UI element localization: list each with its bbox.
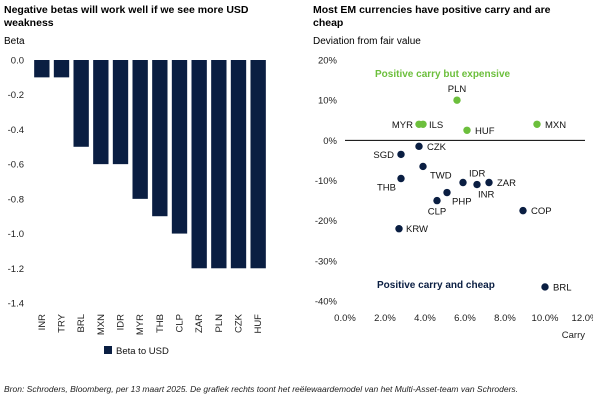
- left-y-tick-label: -0.2: [8, 90, 24, 101]
- left-x-tick-label: HUF: [253, 314, 264, 334]
- point-php: [443, 188, 451, 197]
- right-x-axis-label: Carry: [562, 330, 585, 341]
- bar-pln: [211, 60, 227, 269]
- bar-try: [53, 60, 70, 78]
- right-x-tick-label: 2.0%: [374, 313, 396, 324]
- point-label-idr: IDR: [469, 169, 486, 180]
- left-chart-title: Negative betas will work well if we see …: [4, 4, 249, 29]
- point-label-twd: TWD: [430, 170, 452, 181]
- left-x-tick-label: THB: [155, 314, 166, 333]
- legend-swatch: [104, 346, 112, 354]
- right-x-tick-label: 4.0%: [414, 313, 436, 324]
- point-brl: [541, 283, 549, 291]
- charts-canvas: 0.0 -0.2 -0.4 -0.6 -0.8 -1.0 -1.2 -1.4 INR TRY BRL…: [8, 56, 593, 358]
- point-ils: [419, 120, 427, 128]
- point-sgd: [397, 150, 405, 159]
- point-label-inr: INR: [478, 190, 495, 201]
- right-x-tick-label: 10.0%: [532, 313, 559, 324]
- left-x-tick-label: CLP: [175, 314, 186, 332]
- point-label-ils: ILS: [429, 120, 443, 131]
- left-y-tick-label: -0.4: [8, 125, 24, 136]
- left-x-tick-label: TRY: [57, 313, 68, 332]
- legend-label: Beta to USD: [116, 346, 169, 357]
- point-label-pln: PLN: [448, 84, 467, 95]
- right-y-tick-label: -40%: [315, 297, 338, 308]
- point-label-brl: BRL: [553, 282, 571, 293]
- point-label-czk: CZK: [427, 142, 447, 153]
- point-label-thb: THB: [377, 182, 396, 193]
- point-label-huf: HUF: [475, 126, 495, 137]
- left-x-tick-label: INR: [37, 314, 48, 331]
- point-label-sgd: SGD: [373, 150, 394, 161]
- left-y-tick-label: -1.2: [8, 264, 24, 275]
- left-y-tick-label: -0.6: [8, 160, 24, 171]
- bar-mxn: [93, 60, 109, 165]
- point-cop: [519, 206, 527, 215]
- right-y-axis-label: Deviation from fair value: [313, 36, 421, 47]
- bar-zar: [191, 60, 207, 269]
- left-x-tick-label: CZK: [234, 313, 245, 333]
- source-note: Bron: Schroders, Bloomberg, per 13 maart…: [4, 384, 519, 394]
- bar-czk: [230, 60, 247, 269]
- annotation-expensive: Positive carry but expensive: [375, 69, 511, 80]
- point-inr: [473, 180, 481, 189]
- left-x-tick-label: BRL: [76, 314, 87, 332]
- right-y-tick-label: 0%: [323, 136, 337, 147]
- point-zar: [485, 178, 493, 187]
- point-label-clp: CLP: [428, 207, 446, 218]
- right-y-tick-label: 20%: [318, 56, 338, 67]
- point-czk: [415, 142, 423, 151]
- bar-clp: [171, 60, 188, 234]
- right-x-tick-label: 8.0%: [494, 313, 516, 324]
- right-x-tick-label: 6.0%: [454, 313, 476, 324]
- bar-brl: [73, 60, 89, 147]
- point-idr: [459, 178, 467, 187]
- right-y-tick-label: -30%: [315, 256, 338, 267]
- point-label-php: PHP: [452, 197, 472, 208]
- left-y-tick-label: 0.0: [11, 56, 24, 67]
- left-x-tick-label: ZAR: [194, 314, 205, 333]
- point-pln: [453, 96, 461, 104]
- point-label-cop: COP: [531, 206, 552, 217]
- bar-idr: [112, 60, 129, 165]
- left-x-tick-label: IDR: [116, 314, 127, 331]
- left-x-tick-label: MXN: [96, 314, 107, 335]
- point-label-krw: KRW: [406, 224, 428, 235]
- right-x-tick-label: 12.0%: [572, 313, 593, 324]
- left-y-tick-label: -1.0: [8, 229, 24, 240]
- right-y-tick-label: -10%: [315, 176, 338, 187]
- left-x-tick-label: MYR: [135, 314, 146, 335]
- bar-huf: [250, 60, 266, 269]
- point-huf: [463, 126, 471, 134]
- point-clp: [433, 196, 441, 205]
- left-y-tick-label: -0.8: [8, 194, 24, 205]
- right-y-tick-label: 10%: [318, 96, 338, 107]
- annotation-cheap: Positive carry and cheap: [377, 280, 495, 291]
- point-label-myr: MYR: [392, 120, 413, 131]
- point-twd: [419, 162, 427, 171]
- left-y-tick-label: -1.4: [8, 299, 24, 310]
- point-thb: [397, 174, 405, 183]
- right-y-tick-label: -20%: [315, 216, 338, 227]
- point-krw: [395, 225, 403, 233]
- point-mxn: [533, 120, 541, 128]
- bar-myr: [132, 60, 148, 199]
- point-label-zar: ZAR: [497, 178, 516, 189]
- right-chart-title: Most EM currencies have positive carry a…: [313, 4, 551, 29]
- left-y-axis-label: Beta: [4, 36, 25, 47]
- bar-thb: [152, 60, 168, 217]
- point-label-mxn: MXN: [545, 120, 566, 131]
- right-x-tick-label: 0.0%: [334, 313, 356, 324]
- bar-inr: [34, 60, 50, 78]
- left-x-tick-label: PLN: [214, 314, 225, 333]
